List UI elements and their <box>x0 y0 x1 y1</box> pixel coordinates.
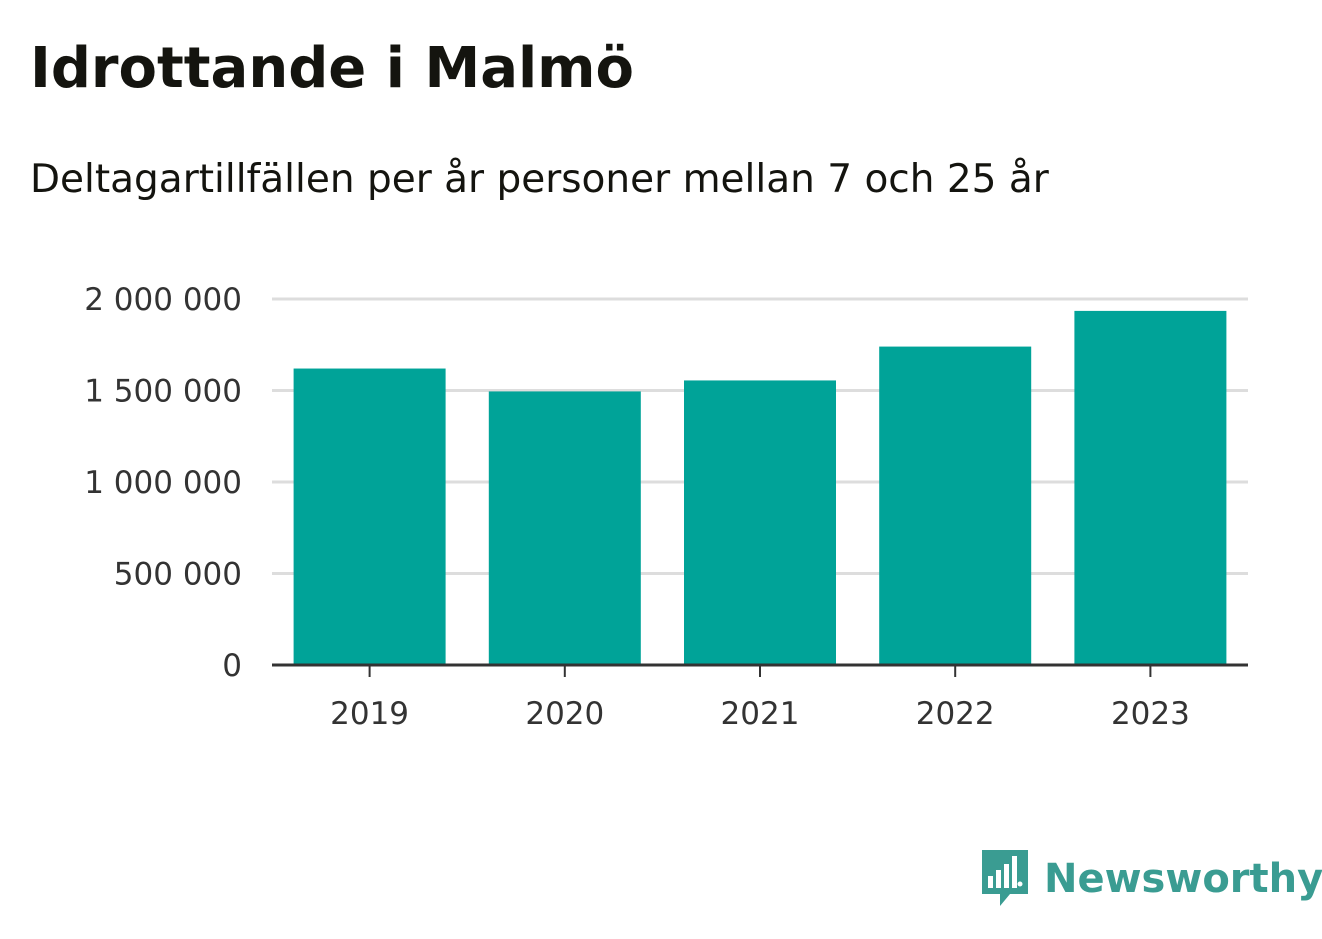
tick-labels: 0 500 000 1 000 000 1 500 000 2 000 000 2019 2… <box>84 282 1190 732</box>
bar-2020 <box>488 391 641 665</box>
chart-title: Idrottande i Malmö <box>30 36 634 101</box>
x-tick-label: 2020 <box>525 696 604 732</box>
y-tick-label: 2 000 000 <box>84 282 242 318</box>
y-tick-label: 0 <box>222 648 242 684</box>
x-tick-label: 2019 <box>330 696 409 732</box>
bar-2019 <box>293 368 446 665</box>
x-tick-label: 2021 <box>721 696 800 732</box>
x-tick-label: 2023 <box>1111 696 1190 732</box>
bar-chart-speech-bubble-icon <box>982 850 1028 906</box>
brand-name: Newsworthy <box>1044 856 1322 902</box>
y-tick-label: 500 000 <box>114 557 242 593</box>
x-tick-label: 2022 <box>916 696 995 732</box>
bar-2021 <box>684 380 836 665</box>
chart-subtitle: Deltagartillfällen per år personer mella… <box>30 157 1049 202</box>
bar-2022 <box>879 346 1032 665</box>
brand-logo: Newsworthy <box>980 848 1322 910</box>
bars <box>293 310 1227 665</box>
axes <box>272 663 1248 677</box>
y-tick-label: 1 500 000 <box>84 374 242 410</box>
bar-2023 <box>1074 310 1227 665</box>
y-tick-label: 1 000 000 <box>84 465 242 501</box>
